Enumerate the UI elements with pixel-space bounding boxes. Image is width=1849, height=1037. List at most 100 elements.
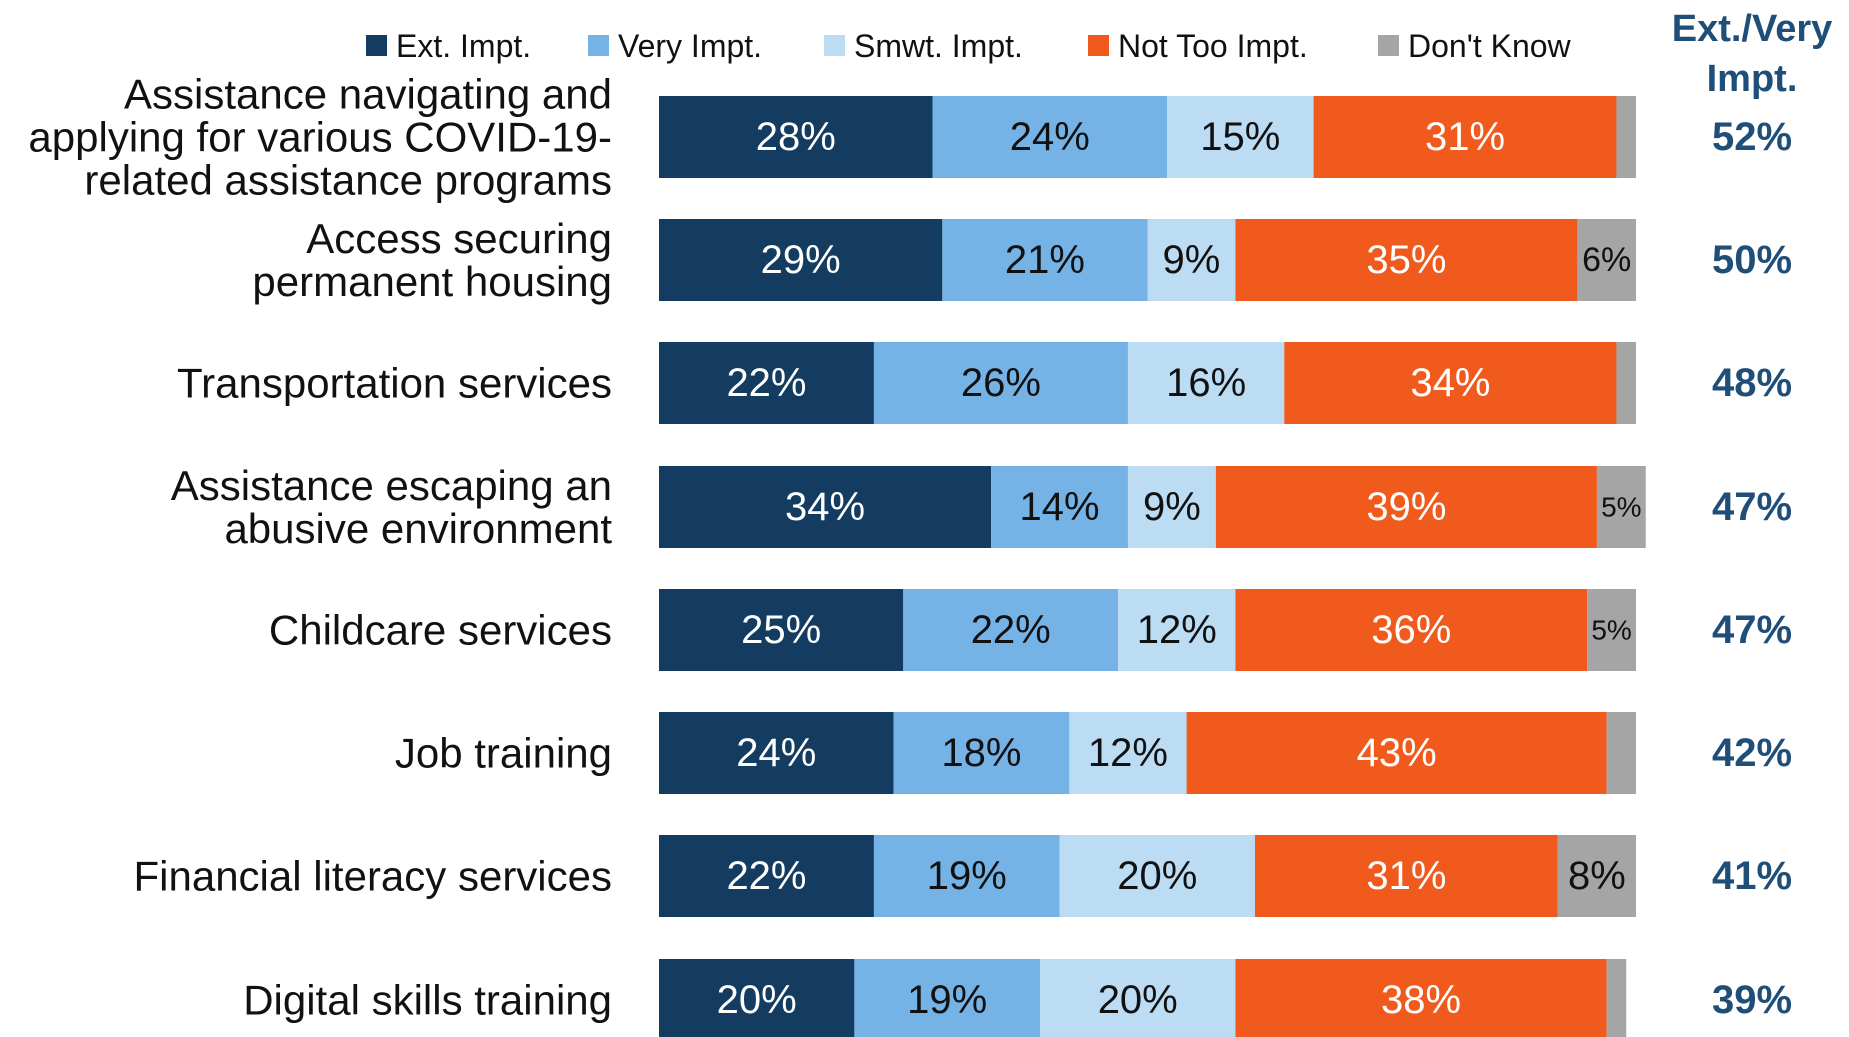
- value-label: 24%: [1010, 115, 1090, 159]
- legend-swatch: [824, 35, 845, 56]
- value-label: 22%: [726, 854, 806, 898]
- category-label: Access securing permanent housing: [252, 215, 612, 305]
- bar-segment: [1235, 219, 1578, 301]
- value-label: 39%: [1366, 485, 1446, 529]
- value-label: 28%: [756, 115, 836, 159]
- legend-label: Smwt. Impt.: [854, 28, 1023, 64]
- value-label: 22%: [726, 361, 806, 405]
- category-label: Childcare services: [268, 606, 612, 654]
- total-label: 42%: [1712, 731, 1792, 775]
- bar-segment: [659, 219, 943, 301]
- bar-segment: [903, 589, 1119, 671]
- total-label: 47%: [1712, 608, 1792, 652]
- bar-segment: [854, 959, 1041, 1037]
- bar-segment: [1186, 712, 1607, 794]
- value-label: 22%: [971, 608, 1051, 652]
- bar-segment: [1557, 835, 1636, 917]
- value-label: 25%: [741, 608, 821, 652]
- value-label: 34%: [785, 485, 865, 529]
- category-label: Financial literacy services: [133, 852, 613, 900]
- value-label: 5%: [1601, 492, 1641, 523]
- value-label: 21%: [1005, 238, 1085, 282]
- value-label: 31%: [1425, 115, 1505, 159]
- value-label: 20%: [717, 978, 797, 1022]
- category-label: Job training: [394, 729, 612, 777]
- bar-segment: [659, 959, 855, 1037]
- bar-segment: [659, 96, 933, 178]
- bar-segment: [873, 835, 1060, 917]
- value-label: 29%: [761, 238, 841, 282]
- value-label: 20%: [1098, 978, 1178, 1022]
- total-label: 52%: [1712, 115, 1792, 159]
- bar-segment: [1606, 712, 1636, 794]
- bar-segment: [1616, 96, 1636, 178]
- value-label: 12%: [1088, 731, 1168, 775]
- bar-segment: [893, 712, 1070, 794]
- bar-segment: [659, 589, 904, 671]
- bar-segment: [873, 342, 1128, 424]
- bar-segment: [1127, 466, 1216, 548]
- bar-segment: [1235, 959, 1607, 1037]
- legend-swatch: [1088, 35, 1109, 56]
- bar-segment: [1616, 342, 1636, 424]
- bar-segment: [1040, 959, 1236, 1037]
- bar-segment: [1313, 96, 1617, 178]
- value-label: 38%: [1381, 978, 1461, 1022]
- value-label: 18%: [941, 731, 1021, 775]
- value-label: 19%: [907, 978, 987, 1022]
- category-label: Assistance escaping an abusive environme…: [170, 462, 612, 552]
- value-label: 43%: [1357, 731, 1437, 775]
- bar-segment: [1235, 589, 1588, 671]
- bar-segment: [659, 466, 992, 548]
- legend-swatch: [1378, 35, 1399, 56]
- value-label: 6%: [1582, 241, 1631, 279]
- category-label: Assistance navigating and applying for v…: [28, 70, 612, 204]
- value-label: 31%: [1366, 854, 1446, 898]
- total-label: 47%: [1712, 485, 1792, 529]
- legend-label: Don't Know: [1408, 28, 1572, 64]
- legend-swatch: [366, 35, 387, 56]
- totals-title: Ext./Very Impt.: [1671, 8, 1833, 100]
- value-label: 19%: [927, 854, 1007, 898]
- total-label: 41%: [1712, 854, 1792, 898]
- value-label: 24%: [736, 731, 816, 775]
- legend-swatch: [588, 35, 609, 56]
- bar-segment: [1254, 835, 1558, 917]
- total-label: 50%: [1712, 238, 1792, 282]
- bar-segment: [1147, 219, 1236, 301]
- bar-segment: [659, 342, 874, 424]
- bar-segment: [932, 96, 1168, 178]
- bar-segment: [1069, 712, 1187, 794]
- value-label: 12%: [1137, 608, 1217, 652]
- value-label: 15%: [1200, 115, 1280, 159]
- value-label: 16%: [1166, 361, 1246, 405]
- value-label: 9%: [1143, 485, 1201, 529]
- bar-segment: [991, 466, 1128, 548]
- category-label: Transportation services: [177, 359, 612, 407]
- value-label: 20%: [1117, 854, 1197, 898]
- bar-segment: [942, 219, 1148, 301]
- value-label: 9%: [1163, 238, 1221, 282]
- value-label: 8%: [1568, 854, 1626, 898]
- bar-segment: [1215, 466, 1597, 548]
- bar-segment: [1167, 96, 1314, 178]
- value-label: 5%: [1591, 615, 1631, 646]
- bar-segment: [659, 835, 874, 917]
- bar-segment: [1577, 219, 1636, 301]
- value-label: 14%: [1020, 485, 1100, 529]
- bar-segment: [1059, 835, 1255, 917]
- bar-segment: [1284, 342, 1617, 424]
- value-label: 34%: [1410, 361, 1490, 405]
- bar-segment: [1587, 589, 1636, 671]
- category-label: Digital skills training: [243, 976, 612, 1024]
- bar-segment: [1127, 342, 1285, 424]
- legend-label: Not Too Impt.: [1118, 28, 1308, 64]
- value-label: 35%: [1366, 238, 1446, 282]
- legend-label: Ext. Impt.: [396, 28, 531, 64]
- bar-segment: [1606, 959, 1627, 1037]
- total-label: 48%: [1712, 361, 1792, 405]
- bar-segment: [1118, 589, 1236, 671]
- bar-segment: [1596, 466, 1646, 548]
